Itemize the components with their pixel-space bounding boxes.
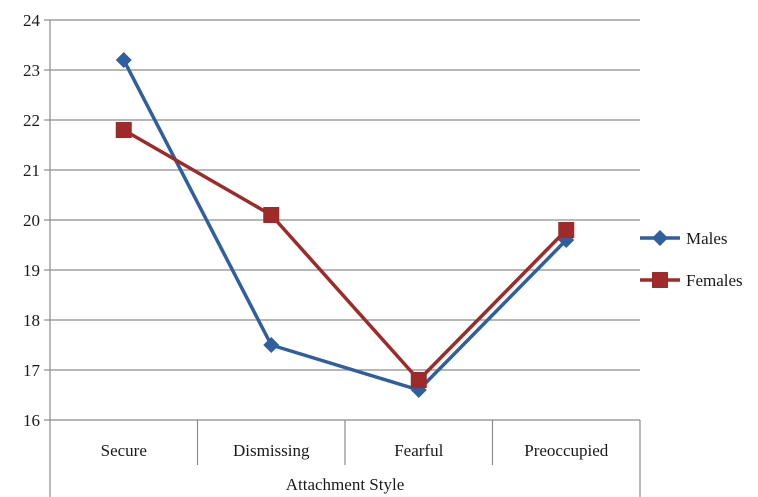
gridlines (44, 19, 640, 421)
legend-marker-females (652, 272, 668, 288)
data-point-females (410, 372, 427, 388)
x-tick-label: Dismissing (233, 441, 310, 460)
x-tick-label: Preoccupied (524, 441, 609, 460)
x-axis-title: Attachment Style (286, 475, 405, 494)
x-tick-label: Secure (101, 441, 147, 460)
y-tick-label: 20 (23, 211, 40, 230)
axes: 16 17 18 19 20 21 22 23 24 Secure Dismissing Fearfu… (23, 11, 641, 497)
data-point-females (115, 122, 132, 138)
y-tick-label: 18 (23, 311, 40, 330)
y-tick-label: 19 (23, 261, 40, 280)
x-tick-label: Fearful (394, 441, 443, 460)
legend: Males Females (640, 229, 743, 290)
y-tick-label: 22 (23, 111, 40, 130)
data-point-males (115, 52, 132, 68)
legend-label-females: Females (686, 271, 743, 290)
data-point-males (263, 337, 280, 353)
legend-marker-males (652, 230, 668, 246)
legend-label-males: Males (686, 229, 728, 248)
series-lines (115, 52, 575, 398)
y-tick-label: 23 (23, 61, 40, 80)
series-line-males (122, 59, 568, 392)
series-line-females (122, 128, 568, 382)
data-point-females (558, 222, 575, 238)
data-point-females (263, 207, 280, 223)
y-tick-label: 24 (23, 11, 41, 30)
y-tick-label: 21 (23, 161, 40, 180)
y-tick-label: 17 (23, 361, 41, 380)
y-tick-label: 16 (23, 411, 40, 430)
